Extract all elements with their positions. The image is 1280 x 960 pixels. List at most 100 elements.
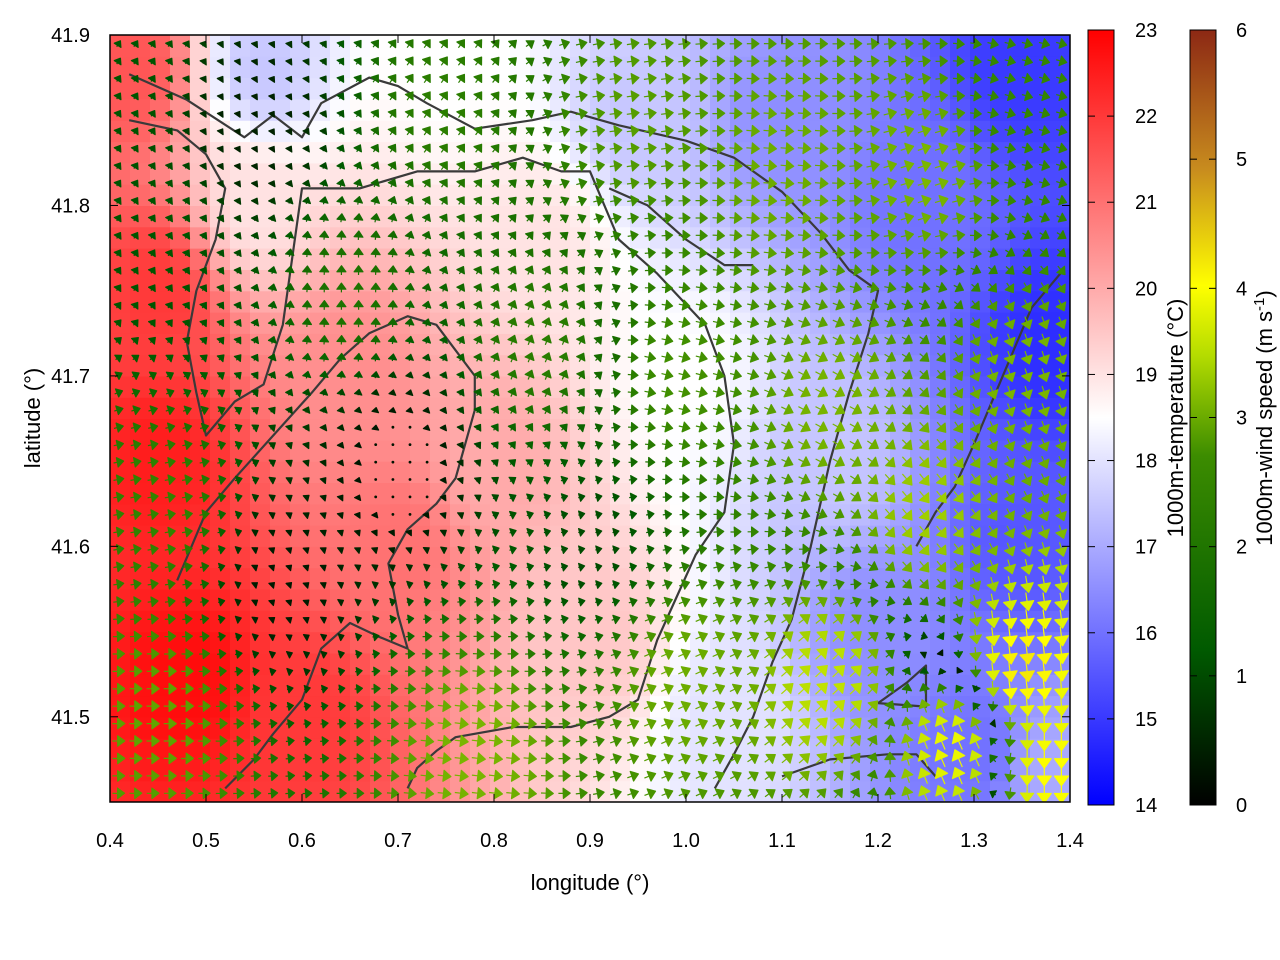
wind-arrow [285,617,293,624]
wind-arrow [302,753,312,764]
wind-arrow [353,300,364,310]
wind-arrow [353,230,364,240]
temperature-cell [350,674,371,697]
temperature-cell [450,354,471,377]
wind-arrow [371,424,380,431]
temperature-cell [370,525,391,547]
wind-arrow [285,335,295,345]
wind-arrow [491,597,501,607]
wind-arrow [129,682,143,695]
wind-arrow [404,56,414,66]
temperature-cell [590,77,611,100]
wind-arrow [319,547,327,554]
temperature-cell [170,674,191,697]
wind-arrow [354,564,362,572]
temperature-cell [530,98,551,121]
wind-arrow [130,319,139,328]
wind-arrow [439,494,447,502]
wind-arrow [267,266,277,275]
temperature-cell [450,98,471,121]
temperature-cell [270,397,291,420]
wind-arrow [353,92,362,101]
wind-arrow [251,599,259,607]
temperature-cell [170,141,191,164]
wind-arrow [405,564,413,572]
wind-arrow [508,441,516,450]
wind-arrow [473,300,483,310]
temperature-cell [990,716,1011,739]
temperature-cell [350,716,371,739]
temperature-cell [510,397,531,420]
wind-arrow [302,459,310,467]
temperature-cell [190,56,211,79]
wind-arrow [302,582,310,589]
wind-arrow [405,335,415,344]
wind-arrow [370,752,382,764]
wind-arrow [371,529,378,537]
wind-arrow [439,91,448,101]
wind-arrow [319,75,327,83]
temperature-cell [970,226,991,249]
wind-arrow [319,388,329,396]
temperature-cell [250,482,271,505]
temperature-cell [230,652,251,675]
wind-arrow [216,75,224,83]
wind-arrow [234,441,243,450]
wind-arrow [421,665,434,677]
wind-arrow [490,283,500,293]
wind-arrow [319,788,330,799]
wind-arrow [113,127,122,136]
temperature-cell [550,141,571,164]
temperature-cell [290,98,311,121]
wind-arrow [302,300,312,310]
wind-arrow [233,787,245,799]
wind-arrow [319,352,329,362]
temperature-cell [230,525,251,547]
temperature-cell [530,290,551,313]
wind-arrow [319,370,329,379]
temperature-cell [710,546,731,569]
wind-arrow [391,478,395,481]
wind-arrow [302,282,312,293]
wind-arrow [198,735,211,747]
wind-arrow [474,511,482,520]
wind-arrow [113,162,122,170]
wind-arrow [404,283,415,292]
wind-arrow [164,439,176,451]
wind-arrow [336,300,347,310]
temperature-cell [330,269,351,292]
temperature-cell [910,98,931,121]
wind-arrow [488,752,503,765]
wind-arrow [336,788,347,799]
wind-arrow [285,110,293,118]
wind-arrow [353,247,364,258]
x-tick-label: 0.7 [384,830,412,852]
wind-arrow [233,735,245,747]
temperature-cell [250,312,271,334]
wind-arrow [302,213,312,222]
wind-arrow [387,213,398,223]
wind-arrow [491,579,501,590]
temperature-cell [670,290,691,313]
wind-arrow [250,266,260,275]
wind-arrow [164,474,176,485]
wind-arrow [182,110,190,118]
temperature-cell [570,461,591,483]
wind-arrow [338,667,346,676]
wind-arrow [355,649,363,659]
wind-arrow [302,162,311,170]
wind-arrow [199,128,207,136]
temperature-cell [410,120,431,143]
temperature-cell [850,98,871,121]
wind-arrow [336,770,347,781]
wind-arrow [199,284,208,293]
wind-arrow [456,388,465,397]
wind-arrow [439,353,448,362]
wind-arrow [473,248,482,258]
wind-arrow [113,40,122,48]
wind-arrow [387,74,397,83]
wind-arrow [182,284,190,293]
wind-arrow [147,40,156,48]
wind-arrow [147,439,159,451]
temperature-cell [450,269,471,292]
